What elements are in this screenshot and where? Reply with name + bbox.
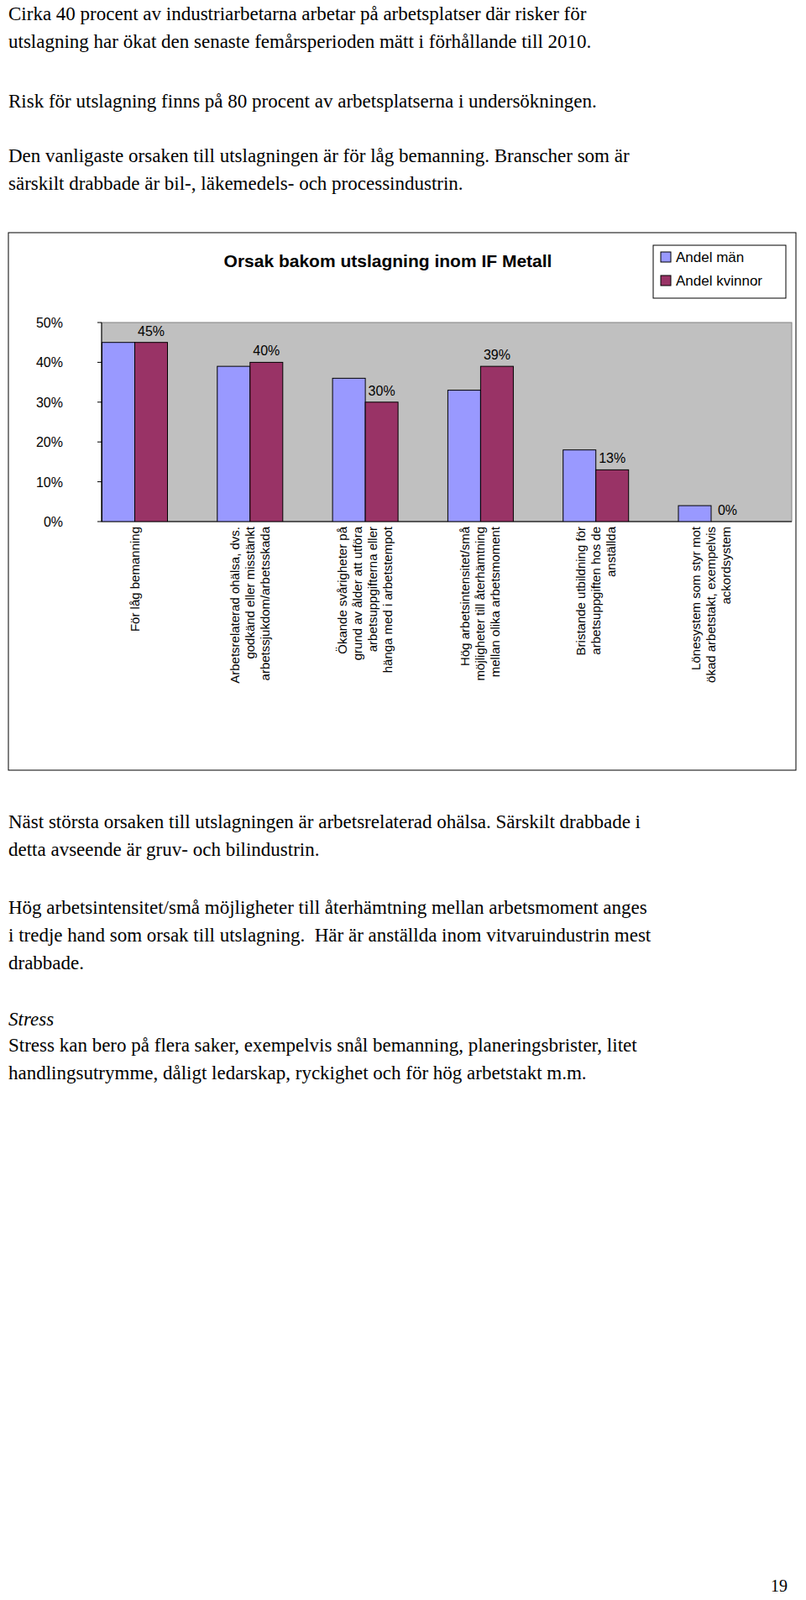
y-tick — [97, 322, 102, 324]
text-line: Den vanligaste orsaken till utslagningen… — [8, 141, 630, 170]
x-tick-label: Arbetsrelaterad ohälsa, dvs.godkänd elle… — [227, 525, 273, 684]
chart-title: Orsak bakom utslagning inom IF Metall — [224, 251, 553, 271]
y-tick-label: 40% — [36, 355, 63, 370]
legend-label: Andel män — [675, 249, 744, 266]
y-tick — [97, 481, 102, 482]
x-tick-label-line: arbetsuppgifterna eller — [365, 526, 380, 652]
x-tick-label: Hög arbetsintensitet/småmöjligheter till… — [457, 525, 503, 681]
text-line: drabbade. — [8, 948, 651, 977]
bar — [596, 469, 629, 522]
y-tick — [97, 401, 102, 403]
y-tick-label: 30% — [36, 395, 63, 410]
text-line: Näst största orsaken till utslagningen ä… — [8, 807, 641, 836]
data-label: 39% — [483, 347, 511, 362]
x-tick-label-line: ackordsystem — [718, 526, 733, 605]
legend: Andel män Andel kvinnor — [653, 245, 786, 299]
bar — [332, 377, 366, 522]
chart: Orsak bakom utslagning inom IF Metall 0% 1… — [0, 0, 806, 1600]
text-line: Stress kan bero på flera saker, exempelv… — [8, 1031, 638, 1059]
page: {"document": { "blocks_top": [ {"kind": … — [0, 0, 806, 1600]
text-line: Cirka 40 procent av industriarbetarna ar… — [8, 0, 592, 28]
y-tick-label: 50% — [36, 315, 63, 330]
x-tick-label-line: Bristande utbildning för — [573, 526, 588, 655]
data-label: 0% — [717, 502, 738, 518]
x-tick-label-line: hänga med i arbetstempot — [380, 525, 395, 673]
data-label: 40% — [252, 343, 280, 358]
data-label: 13% — [598, 450, 626, 466]
heading: Stress — [8, 1004, 54, 1033]
x-tick-label-line: möjligheter till återhämtning — [472, 526, 487, 681]
text-line: Risk för utslagning finns på 80 procent … — [8, 87, 597, 116]
x-tick-label-line: grund av ålder att utföra — [350, 525, 365, 660]
y-tick — [97, 521, 102, 523]
x-tick-label: För låg bemanning — [127, 526, 142, 632]
x-tick-label-line: anställda — [603, 525, 618, 577]
x-tick-label-line: arbetsuppgiften hos de — [588, 526, 603, 655]
text-line: detta avseende är gruv- och bilindustrin… — [8, 835, 641, 864]
x-tick-label-line: godkänd eller misstänkt — [242, 525, 257, 659]
bar — [563, 450, 597, 522]
x-tick-label-line: Arbetsrelaterad ohälsa, dvs. — [227, 526, 242, 684]
x-tick-label-line: arbetssjukdom/arbetsskada — [257, 525, 273, 681]
bar — [711, 521, 744, 523]
legend-swatch — [660, 275, 671, 286]
paragraph: Cirka 40 procent av industriarbetarna ar… — [8, 0, 592, 56]
bar — [365, 402, 398, 522]
y-tick-label: 10% — [36, 475, 63, 490]
text-line: i tredje hand som orsak till utslagning.… — [8, 921, 651, 949]
text-line: handlingsutrymme, dåligt ledarskap, ryck… — [8, 1058, 638, 1087]
text-line: Stress — [8, 1004, 54, 1033]
legend-box — [653, 245, 786, 299]
paragraph: Risk för utslagning finns på 80 procent … — [8, 87, 597, 116]
x-tick-label-line: För låg bemanning — [127, 526, 142, 632]
x-tick-label: Lönesystem som styr motökad arbetstakt, … — [688, 525, 733, 683]
text-line: utslagning har ökat den senaste femårspe… — [8, 27, 592, 56]
chart-frame — [8, 232, 796, 770]
x-tick-label-line: Hög arbetsintensitet/små — [457, 525, 472, 666]
bar — [480, 366, 513, 522]
legend-label: Andel kvinnor — [675, 272, 763, 289]
bars — [102, 342, 712, 522]
bar — [102, 342, 136, 522]
data-label: 30% — [368, 383, 396, 398]
plot-area — [101, 322, 792, 522]
bar — [678, 505, 712, 522]
legend-swatch — [660, 251, 671, 262]
x-tick-label-line: mellan olika arbetsmoment — [487, 525, 503, 677]
bar — [135, 342, 168, 522]
y-tick-label: 20% — [36, 434, 63, 450]
bar — [250, 361, 283, 522]
paragraph: Stress kan bero på flera saker, exempelv… — [8, 1031, 638, 1087]
x-tick-label-line: Lönesystem som styr mot — [688, 525, 703, 670]
text-line: särskilt drabbade är bil-, läkemedels- o… — [8, 169, 630, 198]
bar — [447, 390, 481, 522]
x-tick-label-line: Ökande svårigheter på — [334, 525, 350, 654]
paragraph: Den vanligaste orsaken till utslagningen… — [8, 141, 630, 198]
x-tick-label-line: ökad arbetstakt, exempelvis — [703, 526, 718, 683]
x-tick-label: Bristande utbildning förarbetsuppgiften … — [573, 525, 618, 655]
bar — [217, 366, 251, 522]
text-line: Hög arbetsintensitet/små möjligheter til… — [8, 893, 651, 922]
paragraph: Hög arbetsintensitet/små möjligheter til… — [8, 893, 651, 977]
y-tick — [97, 361, 102, 363]
paragraph: Näst största orsaken till utslagningen ä… — [8, 807, 641, 864]
y-tick-label: 0% — [43, 514, 63, 529]
page-number: 19 — [770, 1575, 788, 1596]
y-tick — [97, 441, 102, 443]
x-tick-label: Ökande svårigheter pågrund av ålder att … — [334, 525, 395, 673]
data-label: 45% — [137, 324, 165, 339]
